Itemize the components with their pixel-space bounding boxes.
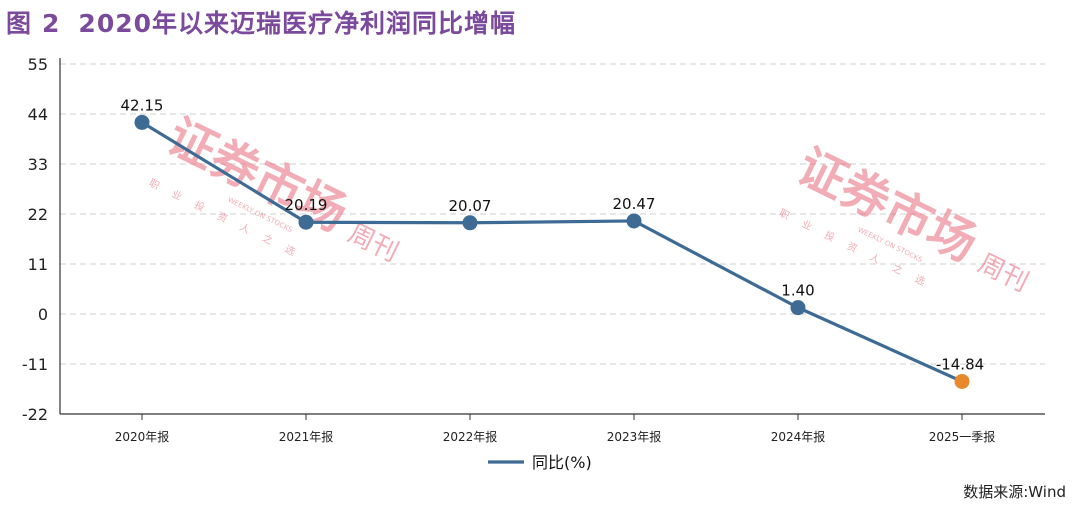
legend-label: 同比(%) [532, 453, 592, 472]
y-tick-label: -11 [22, 355, 48, 374]
figure-title: 图 2 2020年以来迈瑞医疗净利润同比增幅 [6, 4, 516, 40]
data-label: 1.40 [781, 282, 814, 300]
data-label: 42.15 [121, 96, 164, 114]
data-point [790, 300, 806, 316]
y-tick-label: 55 [28, 55, 48, 74]
x-tick-label: 2022年报 [443, 429, 498, 444]
watermark-side: 周刊 [343, 218, 403, 268]
data-label: 20.19 [285, 196, 328, 214]
y-tick-label: 33 [28, 155, 48, 174]
figure-label: 图 [6, 9, 33, 38]
y-tick-label: 44 [28, 105, 48, 124]
y-tick-label: 0 [38, 305, 48, 324]
x-tick-label: 2023年报 [607, 429, 662, 444]
series-line [141, 121, 963, 383]
y-tick-label: 11 [28, 255, 48, 274]
y-tick-label: -22 [22, 405, 48, 424]
data-label: 20.47 [613, 195, 656, 213]
x-tick-label: 2020年报 [115, 429, 170, 444]
data-point [298, 214, 314, 230]
figure-title-text: 2020年以来迈瑞医疗净利润同比增幅 [78, 9, 517, 38]
source-note: 数据来源:Wind [963, 483, 1066, 501]
data-point-highlight [954, 373, 970, 389]
data-point [626, 213, 642, 229]
data-point [134, 114, 150, 130]
data-label: 20.07 [449, 197, 492, 215]
x-tick-label: 2024年报 [771, 429, 826, 444]
data-point [462, 215, 478, 231]
x-tick-label: 2025一季报 [929, 429, 996, 444]
x-tick-label: 2021年报 [279, 429, 334, 444]
data-label: -14.84 [936, 355, 984, 373]
figure-number: 2 [42, 9, 61, 38]
watermark-main: 证券市场 [788, 138, 985, 273]
y-tick-label: 22 [28, 205, 48, 224]
watermark-side: 周刊 [973, 248, 1033, 298]
